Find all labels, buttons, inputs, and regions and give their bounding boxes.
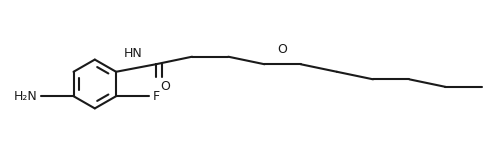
Text: O: O: [278, 43, 287, 56]
Text: HN: HN: [124, 47, 143, 60]
Text: O: O: [161, 80, 170, 93]
Text: F: F: [152, 90, 160, 103]
Text: H₂N: H₂N: [14, 90, 37, 103]
